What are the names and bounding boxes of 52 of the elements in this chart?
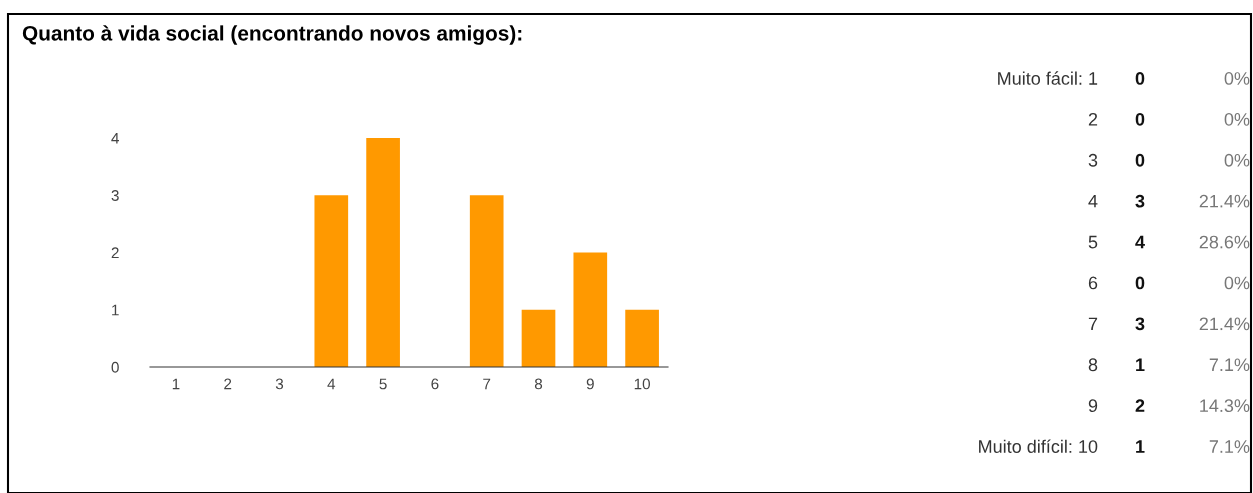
text: 0%: [1224, 276, 1250, 290]
text: 9: [1088, 399, 1098, 413]
x-tick-label: 7: [483, 378, 491, 390]
y-tick-label: 3: [111, 190, 119, 201]
x-tick-label: 9: [586, 378, 594, 390]
text: 2: [1088, 112, 1098, 126]
text: 3: [1135, 317, 1145, 331]
text: 1: [1136, 440, 1145, 453]
y-tick-label: 2: [111, 247, 119, 259]
bar: [366, 138, 400, 367]
text: 0: [1135, 72, 1145, 85]
text: 7.1%: [1209, 440, 1250, 453]
text: 0%: [1224, 72, 1250, 85]
text: 3: [1135, 194, 1145, 208]
text: 3: [1088, 153, 1098, 167]
text: 6: [1088, 276, 1098, 290]
bar: [625, 309, 659, 367]
x-tick-label: 1: [172, 378, 180, 390]
text: Muito fácil: 1: [998, 71, 1098, 85]
text: 0: [1135, 153, 1145, 167]
x-tick-label: 4: [327, 378, 336, 390]
text: 2: [1135, 399, 1145, 412]
text: 4: [1135, 235, 1145, 249]
x-tick-label: 2: [224, 378, 232, 390]
text: 1: [1136, 358, 1145, 371]
text: 0: [1135, 112, 1145, 126]
bar: [314, 195, 349, 367]
bar: [521, 309, 556, 367]
x-tick-label: 3: [275, 378, 284, 390]
y-tick-label: 0: [111, 361, 119, 373]
text: 4: [1088, 194, 1098, 208]
text: 14.3%: [1200, 399, 1250, 413]
text: 7.1%: [1209, 358, 1250, 372]
chart-title: Quanto à vida social (encontrando novos amigos):: [22, 25, 522, 45]
x-tick-label: 5: [379, 378, 387, 390]
bar: [469, 195, 504, 367]
text: Muito difícil: 10: [979, 439, 1098, 453]
y-tick-label: 1: [112, 304, 119, 316]
x-tick-label: 6: [431, 378, 439, 390]
y-tick-label: 4: [111, 133, 119, 144]
text: 0%: [1224, 153, 1250, 167]
text: 21.4%: [1199, 317, 1250, 331]
x-tick-label: 10: [634, 378, 650, 390]
bar: [573, 252, 608, 367]
text: 21.4%: [1199, 194, 1250, 208]
text: 0: [1135, 276, 1145, 290]
text: 7: [1088, 317, 1098, 331]
text: 0%: [1224, 112, 1250, 126]
text: 28.6%: [1199, 235, 1250, 249]
x-tick-label: 8: [534, 378, 543, 390]
text: 8: [1088, 358, 1098, 372]
text: 5: [1088, 235, 1098, 249]
